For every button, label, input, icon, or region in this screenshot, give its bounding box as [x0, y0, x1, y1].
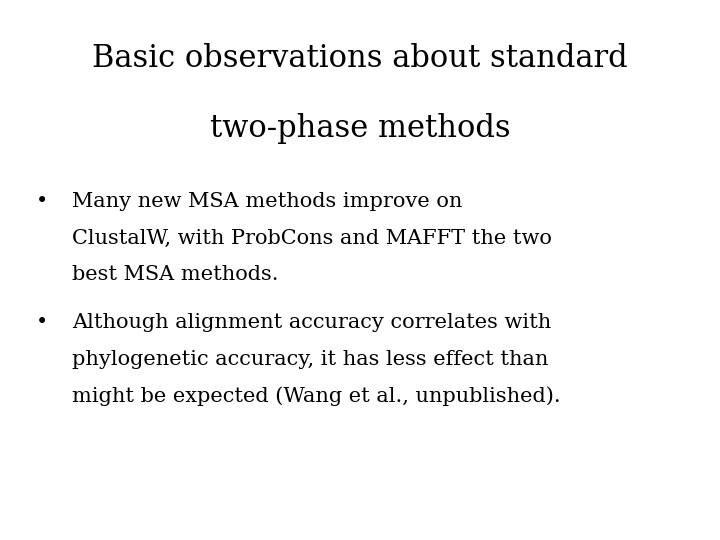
- Text: Basic observations about standard: Basic observations about standard: [92, 43, 628, 74]
- Text: Many new MSA methods improve on: Many new MSA methods improve on: [72, 192, 462, 211]
- Text: •: •: [36, 192, 48, 211]
- Text: phylogenetic accuracy, it has less effect than: phylogenetic accuracy, it has less effec…: [72, 350, 549, 369]
- Text: best MSA methods.: best MSA methods.: [72, 265, 279, 284]
- Text: Although alignment accuracy correlates with: Although alignment accuracy correlates w…: [72, 313, 552, 332]
- Text: might be expected (Wang et al., unpublished).: might be expected (Wang et al., unpublis…: [72, 387, 561, 406]
- Text: •: •: [36, 313, 48, 332]
- Text: ClustalW, with ProbCons and MAFFT the two: ClustalW, with ProbCons and MAFFT the tw…: [72, 228, 552, 247]
- Text: two-phase methods: two-phase methods: [210, 113, 510, 144]
